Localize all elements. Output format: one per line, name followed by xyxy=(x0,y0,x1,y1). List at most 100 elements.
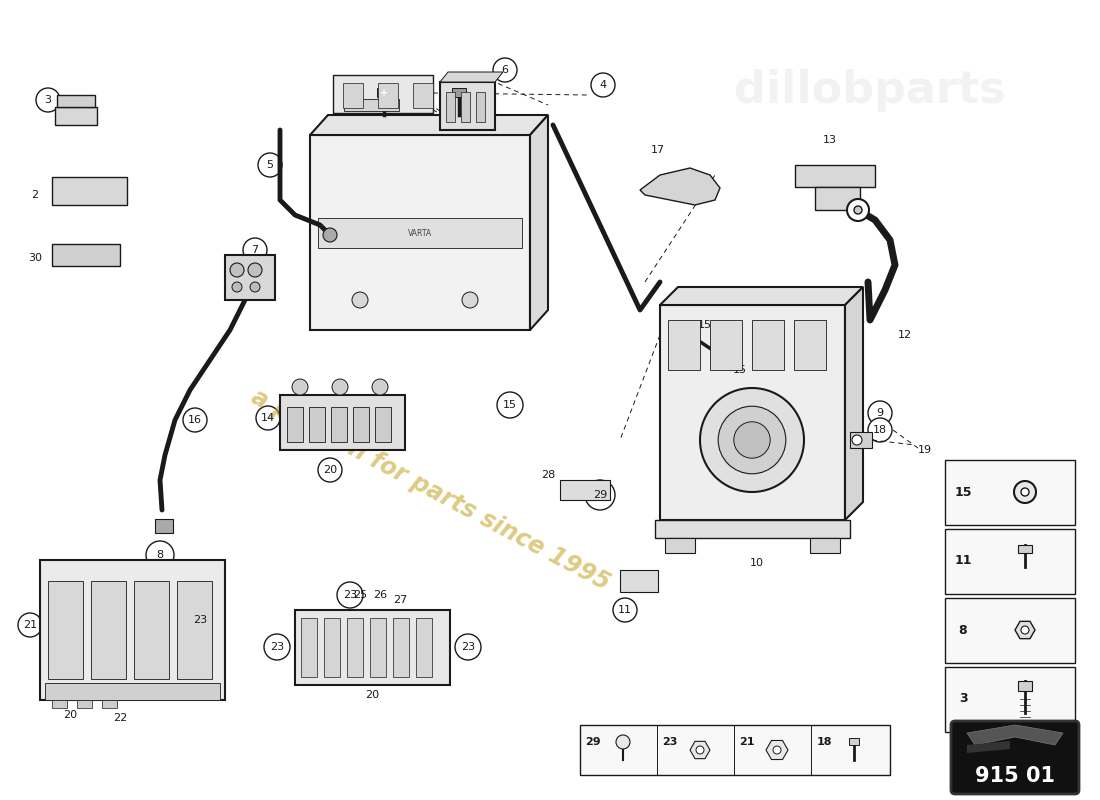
Bar xyxy=(378,83,398,108)
Circle shape xyxy=(332,379,348,395)
Bar xyxy=(945,460,1075,525)
Circle shape xyxy=(773,746,781,754)
Bar xyxy=(40,560,225,700)
Circle shape xyxy=(258,153,282,177)
Text: 9: 9 xyxy=(877,408,883,418)
Bar xyxy=(331,407,346,442)
Circle shape xyxy=(250,282,260,292)
Bar xyxy=(710,320,742,370)
Circle shape xyxy=(696,746,704,754)
Text: 15: 15 xyxy=(698,320,712,330)
Bar xyxy=(77,700,92,708)
Bar xyxy=(815,187,860,210)
Circle shape xyxy=(36,88,60,112)
Polygon shape xyxy=(440,72,503,82)
Circle shape xyxy=(868,401,892,425)
Text: 4: 4 xyxy=(600,80,606,90)
Text: 15: 15 xyxy=(955,486,971,498)
Text: 7: 7 xyxy=(252,245,258,255)
Bar xyxy=(849,738,859,745)
Circle shape xyxy=(1021,626,1028,634)
Bar xyxy=(375,407,390,442)
Text: dillobparts: dillobparts xyxy=(734,69,1005,111)
Circle shape xyxy=(292,379,308,395)
Circle shape xyxy=(462,292,478,308)
Text: 6: 6 xyxy=(502,65,508,75)
Bar xyxy=(850,432,872,448)
Bar xyxy=(945,529,1075,594)
Bar xyxy=(57,95,95,107)
Bar xyxy=(752,320,784,370)
Circle shape xyxy=(1021,488,1028,496)
Text: 18: 18 xyxy=(816,737,832,747)
Text: 10: 10 xyxy=(750,558,764,568)
Text: +: + xyxy=(379,88,388,98)
Polygon shape xyxy=(640,168,720,205)
Bar xyxy=(416,618,432,677)
Bar xyxy=(580,725,890,775)
Polygon shape xyxy=(967,725,1063,745)
Text: 915 01: 915 01 xyxy=(975,766,1055,786)
Bar xyxy=(91,581,127,679)
Text: 27: 27 xyxy=(393,595,407,605)
Text: 21: 21 xyxy=(739,737,755,747)
Bar xyxy=(440,82,495,130)
Text: 29: 29 xyxy=(593,490,607,500)
Polygon shape xyxy=(690,742,710,758)
Polygon shape xyxy=(1015,622,1035,638)
Bar xyxy=(794,320,826,370)
Bar xyxy=(560,480,610,500)
Polygon shape xyxy=(660,287,864,305)
Text: 30: 30 xyxy=(28,253,42,263)
Text: 2: 2 xyxy=(32,190,39,200)
Circle shape xyxy=(248,263,262,277)
Circle shape xyxy=(318,458,342,482)
Bar xyxy=(810,538,840,553)
Circle shape xyxy=(352,292,368,308)
Bar xyxy=(461,92,470,122)
Polygon shape xyxy=(310,115,548,135)
Bar xyxy=(666,538,695,553)
Circle shape xyxy=(18,613,42,637)
Text: 8: 8 xyxy=(156,550,164,560)
Bar xyxy=(324,618,340,677)
Circle shape xyxy=(183,408,207,432)
Circle shape xyxy=(1014,481,1036,503)
Bar xyxy=(45,683,220,700)
Bar xyxy=(52,244,120,266)
FancyBboxPatch shape xyxy=(952,721,1079,794)
Text: 23: 23 xyxy=(461,642,475,652)
Bar xyxy=(226,255,275,300)
Text: VARTA: VARTA xyxy=(408,229,432,238)
Bar xyxy=(1018,545,1032,553)
Bar xyxy=(668,320,700,370)
Circle shape xyxy=(727,357,754,383)
Text: a passion for parts since 1995: a passion for parts since 1995 xyxy=(246,385,614,595)
Text: 14: 14 xyxy=(261,413,275,423)
Bar xyxy=(370,618,386,677)
Bar xyxy=(353,407,369,442)
Text: 28: 28 xyxy=(541,470,556,480)
Bar xyxy=(1018,681,1032,691)
Circle shape xyxy=(323,228,337,242)
Text: 15: 15 xyxy=(733,365,747,375)
Bar xyxy=(295,610,450,685)
Circle shape xyxy=(372,379,388,395)
Text: 25: 25 xyxy=(353,590,367,600)
Bar xyxy=(343,83,363,108)
Bar xyxy=(660,305,845,520)
Bar xyxy=(412,83,433,108)
Bar xyxy=(102,700,117,708)
Text: 11: 11 xyxy=(955,554,971,567)
Text: 17: 17 xyxy=(651,145,666,155)
Text: 20: 20 xyxy=(323,465,337,475)
Circle shape xyxy=(146,541,174,569)
Text: 3: 3 xyxy=(44,95,52,105)
Circle shape xyxy=(337,582,363,608)
Bar xyxy=(452,88,466,97)
Bar xyxy=(177,581,212,679)
Text: 16: 16 xyxy=(188,415,202,425)
Circle shape xyxy=(187,607,213,633)
Text: 18: 18 xyxy=(873,425,887,435)
Circle shape xyxy=(718,406,785,474)
